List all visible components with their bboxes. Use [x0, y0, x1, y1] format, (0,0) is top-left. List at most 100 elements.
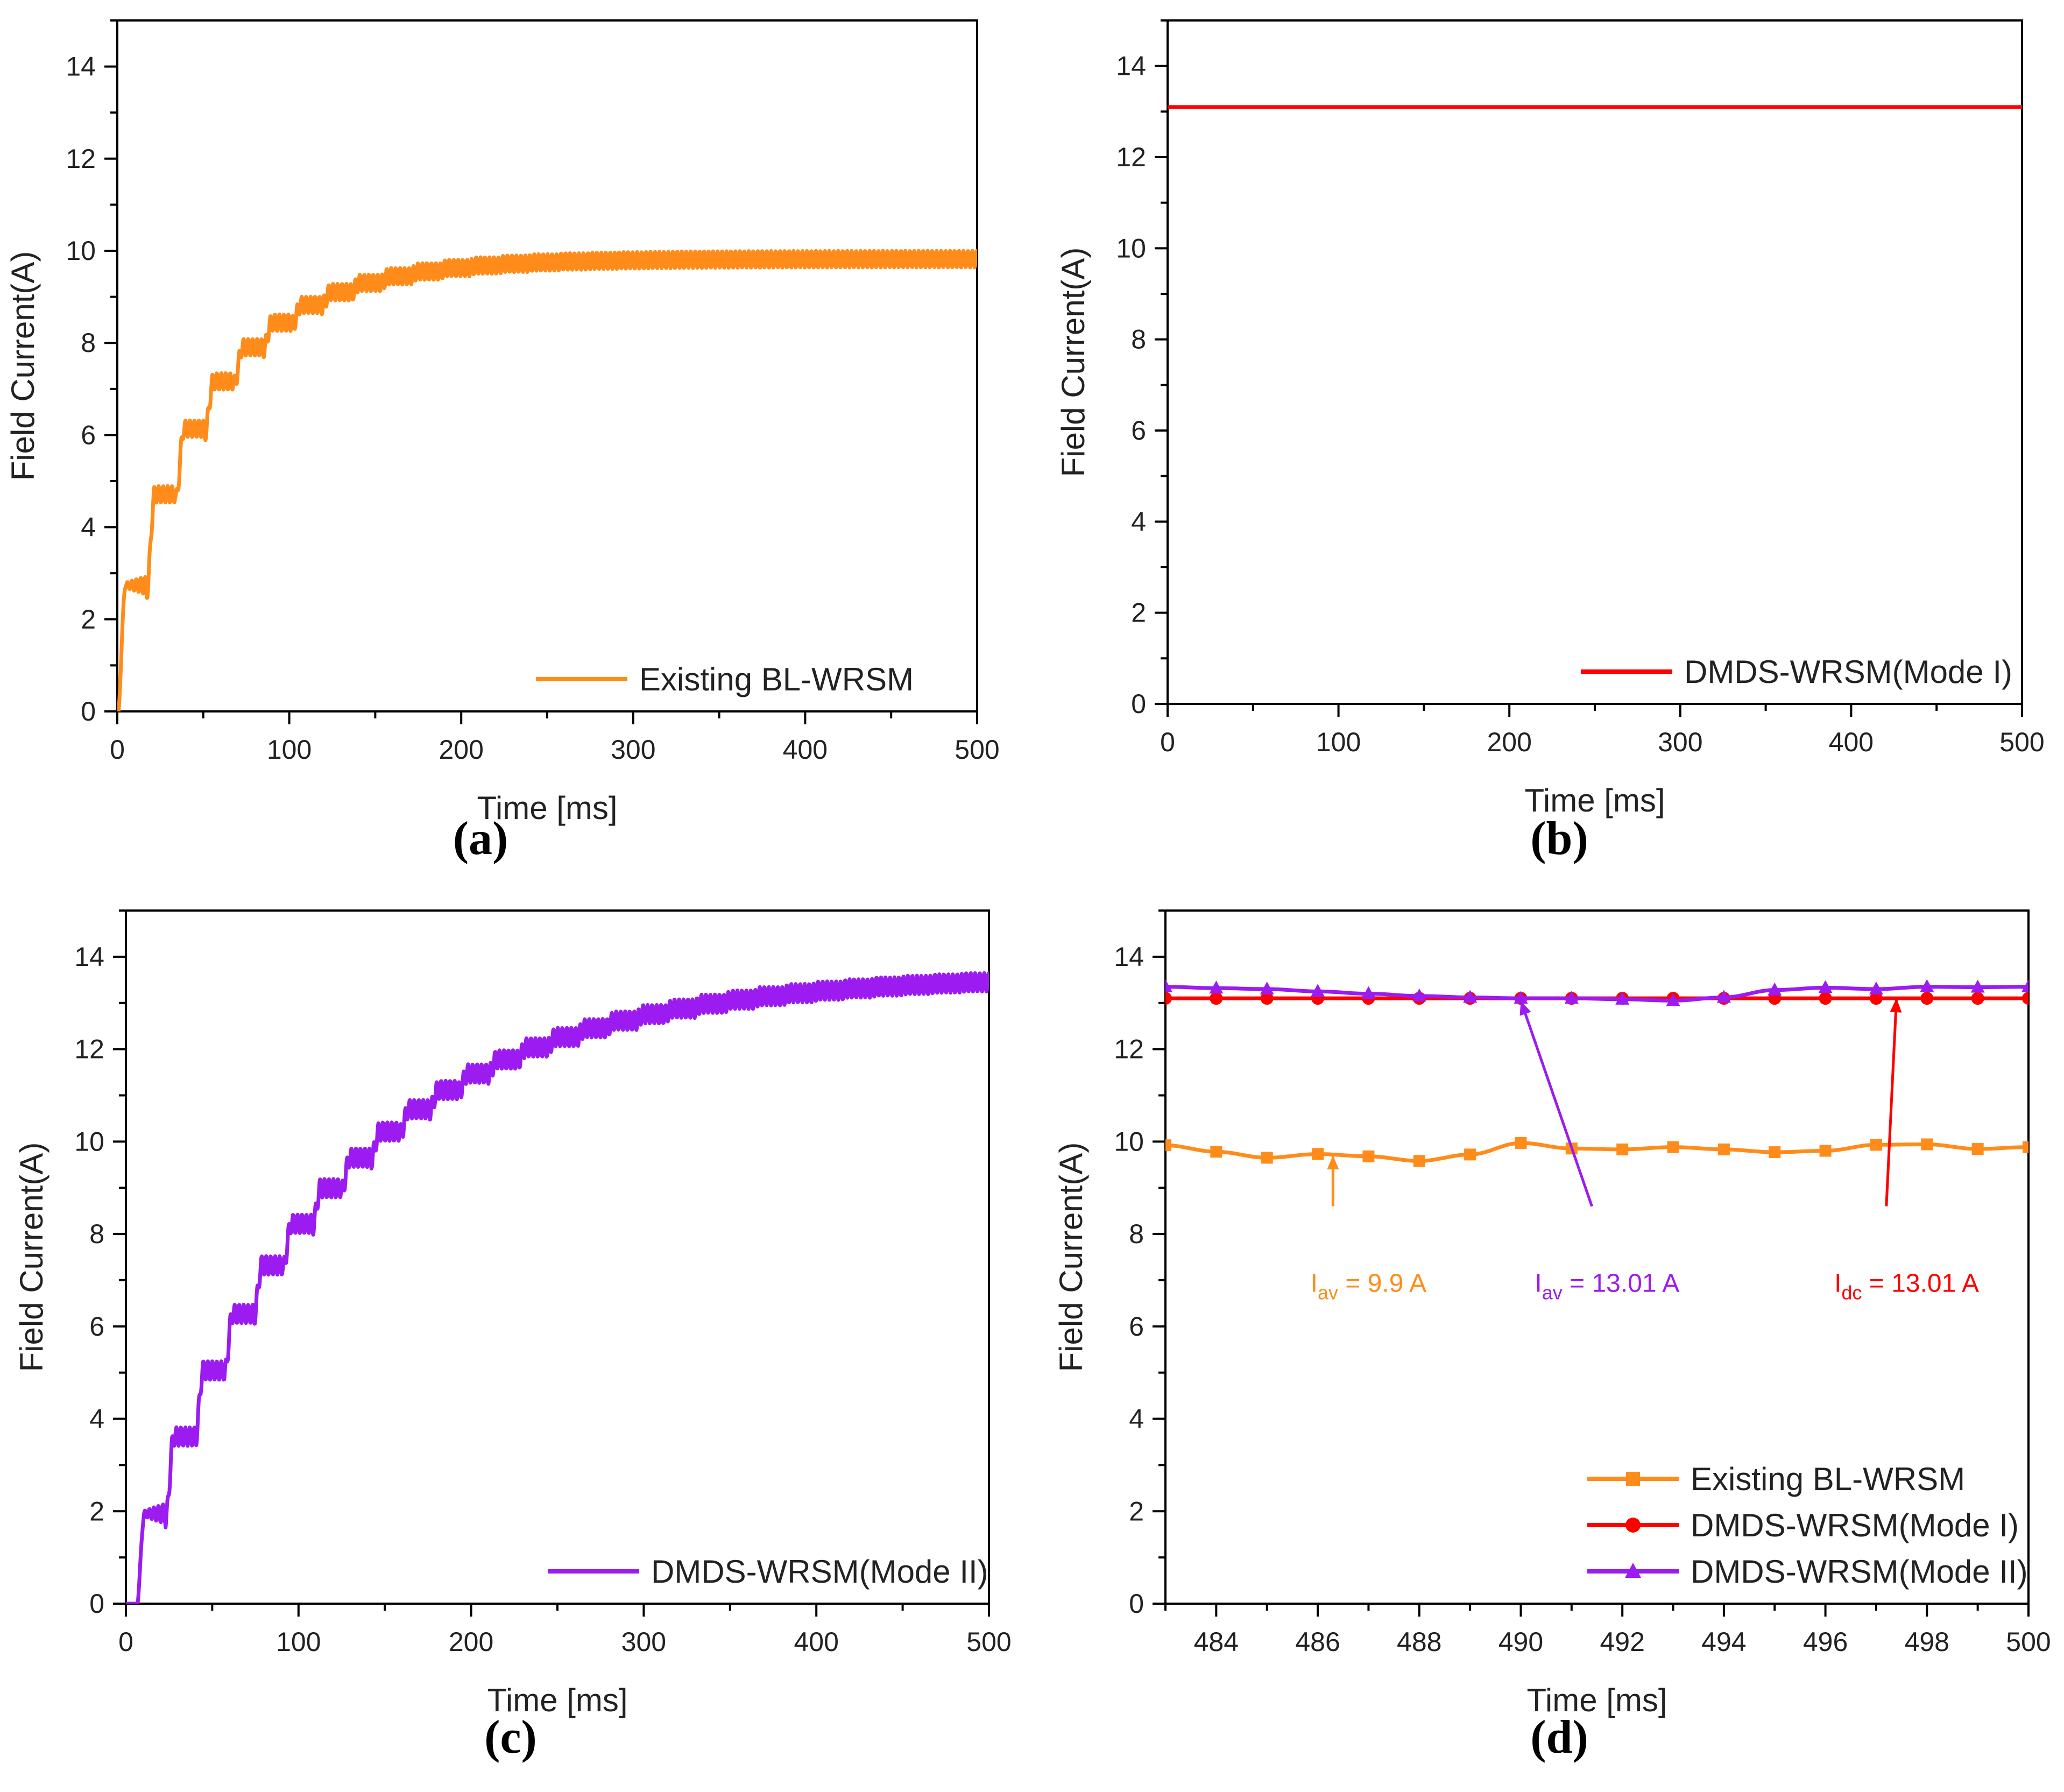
- x-tick-label: 484: [1194, 1627, 1239, 1657]
- annotation-arrowhead: [1890, 998, 1902, 1013]
- x-tick-label: 494: [1701, 1627, 1746, 1657]
- x-axis-title: Time [ms]: [1526, 1682, 1667, 1718]
- annotation-arrowhead: [1327, 1155, 1339, 1170]
- y-tick-label: 6: [1129, 1311, 1144, 1342]
- data-point: [1818, 980, 1833, 993]
- x-tick-label: 500: [966, 1627, 1011, 1657]
- chart-panel-c: 0 100 200 300 400 500 0 2 4 6 8 10 12 14 Time [ms] Fiel…: [13, 909, 1012, 1763]
- data-point: [1717, 1143, 1730, 1155]
- data-point: [1412, 988, 1426, 1001]
- y-axis-title: Field Current(A): [13, 1142, 50, 1372]
- y-tick-label: 14: [1116, 51, 1146, 81]
- y-tick-label: 6: [89, 1311, 104, 1342]
- y-tick-label: 2: [1131, 598, 1146, 628]
- y-tick-label: 4: [89, 1404, 104, 1434]
- y-tick-label: 8: [89, 1219, 104, 1249]
- annotation-arrowhead: [1519, 1000, 1531, 1016]
- y-tick-label: 14: [74, 942, 104, 972]
- data-point: [1615, 991, 1630, 1005]
- y-tick-label: 14: [66, 52, 96, 82]
- x-tick-label: 500: [1999, 727, 2044, 757]
- y-tick-label: 6: [81, 420, 96, 450]
- data-point: [1514, 991, 1528, 1004]
- legend-label: DMDS-WRSM(Mode I): [1684, 654, 2012, 690]
- annotation-subscript: av: [1542, 1281, 1563, 1303]
- annotation-text: Iav = 13.01 A: [1535, 1269, 1679, 1303]
- x-axis-title: Time [ms]: [487, 1682, 627, 1718]
- series-line-purple: [126, 971, 989, 1604]
- x-tick-label: 400: [794, 1627, 838, 1657]
- x-tick-label: 300: [611, 735, 655, 765]
- data-point: [1260, 981, 1274, 994]
- y-tick-label: 12: [1114, 1034, 1144, 1064]
- panel-label: (c): [484, 1711, 537, 1763]
- data-point: [1666, 993, 1680, 1006]
- data-point: [2022, 992, 2028, 1005]
- series-line-orange: [117, 249, 977, 711]
- series-group: [126, 971, 989, 1604]
- legend-label: DMDS-WRSM(Mode II): [1691, 1554, 2028, 1590]
- annotation-symbol: I: [1311, 1269, 1318, 1297]
- x-axis-title: Time [ms]: [477, 790, 617, 826]
- data-point: [1261, 1152, 1273, 1164]
- x-tick-label: 0: [1160, 727, 1175, 757]
- y-axis-title: Field Current(A): [1053, 1142, 1089, 1372]
- y-tick-label: 12: [66, 144, 96, 174]
- y-tick-label: 8: [1129, 1219, 1144, 1249]
- legend-marker: [1625, 1563, 1641, 1578]
- data-point: [1413, 1155, 1425, 1167]
- data-point: [1463, 990, 1478, 1003]
- y-tick-label: 0: [1129, 1589, 1144, 1619]
- panel-label: (b): [1530, 813, 1588, 865]
- data-point: [1716, 990, 1731, 1003]
- annotation-text: Idc = 13.01 A: [1834, 1269, 1979, 1303]
- y-tick-label: 0: [89, 1589, 104, 1619]
- data-point: [1260, 992, 1274, 1005]
- annotation-value: = 13.01 A: [1862, 1269, 1979, 1297]
- y-tick-label: 6: [1131, 415, 1146, 446]
- annotation-arrow: [1519, 1000, 1593, 1207]
- y-tick-label: 4: [81, 512, 96, 542]
- data-point: [1165, 992, 1172, 1005]
- data-point: [1920, 992, 1934, 1005]
- data-point: [1312, 1148, 1324, 1160]
- data-point: [1362, 1150, 1375, 1162]
- x-tick-label: 300: [621, 1627, 666, 1657]
- data-point: [1971, 1143, 1984, 1155]
- plot-frame: [1167, 19, 2023, 705]
- y-tick-label: 0: [1131, 689, 1146, 719]
- legend-label: DMDS-WRSM(Mode II): [651, 1554, 988, 1590]
- data-point: [1209, 980, 1224, 994]
- data-point: [1210, 1146, 1222, 1158]
- data-point: [1921, 1138, 1933, 1151]
- x-tick-label: 0: [110, 735, 125, 765]
- data-point: [1970, 979, 1985, 993]
- x-axis-title: Time [ms]: [1524, 782, 1665, 819]
- annotation-subscript: dc: [1841, 1281, 1862, 1303]
- x-tick-label: 496: [1803, 1627, 1848, 1657]
- data-point: [1361, 986, 1376, 999]
- data-point: [1920, 979, 1934, 992]
- y-tick-label: 4: [1131, 506, 1146, 537]
- chart-panel-b: 0 100 200 300 400 500 0 2 4 6 8 10 12 14 Time [ms] Fiel…: [1055, 19, 2045, 865]
- legend-label: Existing BL-WRSM: [639, 661, 914, 697]
- x-tick-label: 500: [2006, 1627, 2051, 1657]
- legend-marker: [1625, 1518, 1641, 1533]
- legend-label: Existing BL-WRSM: [1691, 1461, 1965, 1497]
- data-point: [2023, 1141, 2028, 1153]
- legend-label: DMDS-WRSM(Mode I): [1691, 1507, 2019, 1543]
- x-tick-label: 0: [118, 1627, 133, 1657]
- legend-marker: [1626, 1472, 1640, 1486]
- x-tick-label: 488: [1397, 1627, 1441, 1657]
- x-tick-label: 100: [1316, 727, 1361, 757]
- data-point: [1869, 981, 1883, 994]
- x-tick-label: 200: [449, 1627, 493, 1657]
- plot-frame: [116, 19, 978, 712]
- y-tick-label: 8: [1131, 324, 1146, 355]
- y-axis-title: Field Current(A): [5, 251, 41, 481]
- data-point: [1819, 992, 1832, 1005]
- series-line-orange: [1165, 1141, 2028, 1163]
- y-tick-label: 10: [1116, 233, 1146, 263]
- chart-panel-d: 484 486 488 490 492 494 496 498 500 0 2 4 6 8 10 12 14 Ti…: [1053, 909, 2051, 1763]
